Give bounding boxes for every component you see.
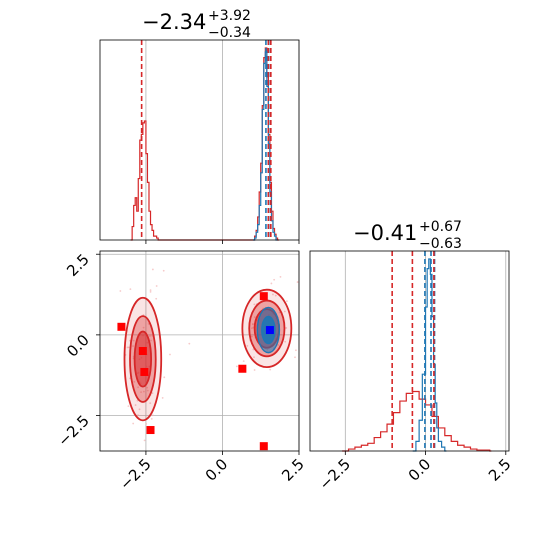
joint-sample-a0-26 — [169, 353, 171, 356]
joint-sample-a0-23 — [129, 288, 132, 291]
marginal-p0-frame — [99, 39, 300, 241]
joint-sample-a1-23 — [273, 278, 276, 281]
joint-sample-a0-21 — [119, 290, 122, 292]
joint-sample-a0-35 — [132, 339, 135, 342]
joint-sample-a0-19 — [134, 404, 137, 406]
joint-sample-a0-55 — [132, 422, 135, 425]
joint-sample-a0-44 — [150, 339, 152, 342]
joint-truth-square — [265, 326, 274, 335]
joint-red-square-4 — [238, 364, 247, 373]
title-p1-median: −0.41 — [353, 221, 417, 245]
joint-sample-a1-68 — [253, 369, 256, 371]
marginal-p1-xtick-label-2: 2.5 — [485, 455, 515, 485]
joint-sample-a0-30 — [151, 268, 154, 271]
joint-sample-a0-34 — [155, 285, 158, 287]
joint-panel: −2.5 0.0 2.5 −2.5 0.0 2.5 — [54, 250, 307, 493]
joint-sample-a1-51 — [250, 327, 253, 330]
joint-sample-a0-63 — [155, 297, 158, 300]
title-p0-median: −2.34 — [142, 10, 206, 34]
joint-sample-a1-40 — [285, 327, 288, 329]
joint-sample-a1-59 — [295, 349, 297, 352]
joint-sample-a0-53 — [162, 269, 165, 272]
marginal-p1-hist-b — [412, 258, 447, 452]
joint-sample-a0-58 — [149, 289, 152, 291]
joint-sample-a1-0 — [286, 300, 288, 303]
joint-xtick-label-1: 0.0 — [202, 455, 232, 485]
title-p1-plus: +0.67 — [419, 219, 462, 235]
joint-red-square-2 — [140, 367, 149, 376]
joint-sample-a0-47 — [150, 417, 153, 420]
joint-sample-a1-67 — [253, 316, 256, 319]
joint-sample-a1-58 — [253, 303, 256, 306]
joint-contour-a0-level2 — [133, 330, 153, 388]
joint-sample-a0-14 — [138, 408, 141, 411]
joint-sample-a1-63 — [251, 323, 254, 326]
joint-sample-a1-60 — [242, 360, 245, 363]
marginal-p1-panel: −2.5 0.0 2.5 — [309, 250, 515, 494]
joint-sample-a0-2 — [133, 380, 136, 383]
joint-sample-a1-8 — [272, 293, 274, 296]
joint-sample-a1-33 — [252, 348, 255, 351]
title-p1-minus: −0.63 — [419, 236, 462, 252]
joint-sample-a0-52 — [149, 290, 152, 293]
joint-sample-a0-7 — [146, 386, 149, 389]
joint-red-square-6 — [259, 442, 268, 451]
joint-xtick-label-0: −2.5 — [116, 455, 154, 493]
marginal-p1-xtick-label-1: 0.0 — [405, 455, 435, 485]
title-p0: −2.34 +3.92 −0.34 — [142, 8, 251, 41]
joint-red-square-1 — [138, 347, 147, 355]
joint-sample-a1-48 — [270, 282, 273, 285]
joint-ytick-label-2: 2.5 — [63, 250, 93, 280]
joint-frame — [99, 250, 300, 452]
marginal-p1-xtick-label-0: −2.5 — [316, 455, 354, 493]
joint-sample-a0-60 — [161, 397, 164, 399]
joint-red-square-0 — [117, 322, 126, 331]
marginal-p0-hist-a — [130, 47, 280, 241]
joint-sample-a1-38 — [283, 310, 286, 313]
joint-sample-a0-65 — [143, 390, 145, 393]
joint-sample-a0-12 — [146, 389, 149, 392]
joint-sample-a0-39 — [136, 399, 139, 402]
joint-sample-a1-34 — [279, 276, 282, 278]
joint-sample-a1-61 — [284, 340, 287, 343]
joint-red-square-3 — [146, 426, 155, 435]
joint-sample-a0-38 — [137, 414, 139, 417]
joint-sample-a1-50 — [269, 368, 272, 371]
joint-ytick-label-1: 0.0 — [63, 331, 93, 361]
joint-sample-a1-36 — [296, 281, 299, 283]
joint-sample-a0-49 — [132, 345, 134, 347]
joint-red-square-5 — [259, 292, 268, 301]
joint-sample-a0-64 — [142, 326, 145, 329]
joint-sample-a0-66 — [127, 405, 130, 408]
joint-sample-a0-31 — [163, 376, 166, 379]
joint-sample-a0-40 — [137, 386, 139, 389]
joint-sample-a1-64 — [278, 311, 281, 314]
title-p1: −0.41 +0.67 −0.63 — [353, 219, 462, 252]
joint-sample-a0-59 — [151, 414, 154, 417]
joint-sample-a1-16 — [235, 365, 238, 368]
joint-sample-a0-43 — [149, 402, 152, 405]
joint-sample-a0-69 — [126, 346, 129, 349]
joint-sample-a1-55 — [246, 344, 249, 347]
joint-sample-a0-32 — [145, 422, 148, 425]
title-p0-minus: −0.34 — [208, 25, 251, 41]
marginal-p0-panel — [99, 39, 300, 244]
joint-xtick-label-2: 2.5 — [278, 455, 308, 485]
joint-ytick-label-0: −2.5 — [54, 412, 92, 450]
joint-sample-a1-35 — [253, 356, 255, 359]
marginal-p1-hist-a — [342, 390, 492, 452]
joint-sample-a0-5 — [143, 439, 146, 442]
joint-sample-a1-56 — [274, 294, 277, 297]
title-p0-plus: +3.92 — [208, 8, 251, 24]
joint-sample-a0-0 — [188, 342, 191, 345]
joint-sample-a0-4 — [151, 392, 154, 394]
joint-sample-a0-68 — [149, 335, 151, 337]
joint-sample-a0-6 — [140, 391, 142, 394]
marginal-p1-frame — [309, 250, 510, 452]
joint-sample-a1-26 — [294, 356, 296, 359]
joint-sample-a1-52 — [252, 326, 255, 329]
